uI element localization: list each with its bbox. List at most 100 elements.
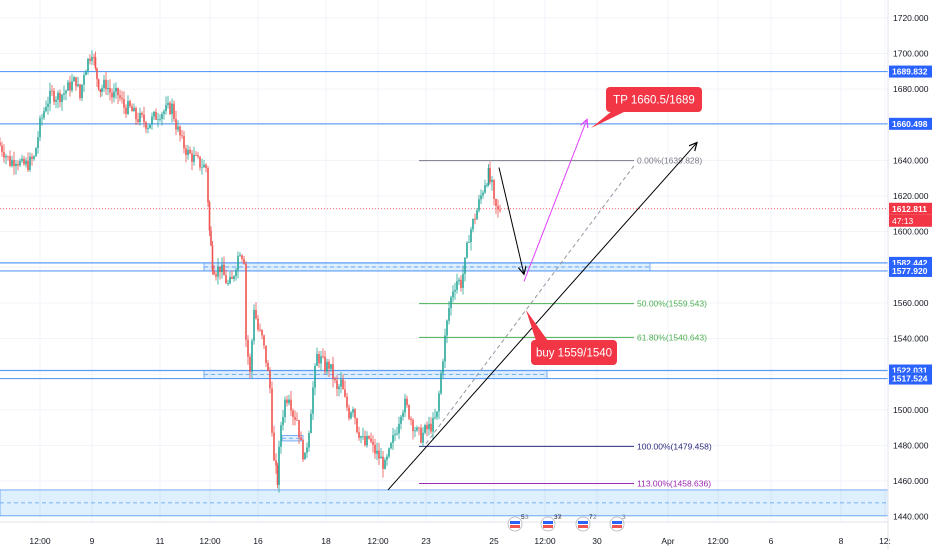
candle-body [420,427,422,443]
candle-body [85,71,87,76]
callout-take-profit[interactable]: TP 1660.5/1689 [591,87,702,128]
candle-body [173,103,175,119]
candle-body [99,89,102,92]
candle-body [400,416,402,424]
candle-body [35,147,37,157]
time-tick-label: 25 [489,536,499,546]
candle-body [96,68,98,80]
candle-body [354,409,356,419]
candle-body [497,205,499,210]
candle-body [406,398,408,406]
candle-body [103,79,105,89]
candle-body [153,111,155,117]
callout-box [531,340,617,365]
event-flag-stripe [578,525,588,528]
candle-body [233,276,235,279]
candle-body [338,386,340,390]
candle-body [298,420,300,438]
candle-body [259,329,261,331]
candle-body [71,81,73,91]
price-axis[interactable]: 1440.0001460.0001480.0001500.0001520.000… [887,0,932,550]
time-tick-label: 30 [592,536,602,546]
candle-body [49,90,51,104]
candle-body [105,79,107,90]
candle-body [9,156,11,166]
candle-body [358,432,360,438]
candle-body [53,90,55,102]
trendline[interactable] [387,143,697,491]
economic-events[interactable]: 5 3 373 7 2 3 [507,514,626,532]
candle-body [109,87,111,93]
candle-body [199,156,201,168]
price-tick-label: 1460.000 [893,476,929,486]
event-badge: 5 [521,514,525,521]
candle-body [380,456,382,459]
grid-lines [0,0,888,522]
candle-body [59,92,61,103]
event-flag-stripe [612,521,622,524]
price-tick-label: 1680.000 [893,84,929,94]
candle-body [396,433,398,435]
price-tick-label: 1540.000 [893,333,929,343]
candle-body [61,94,63,103]
candle-body [384,459,386,469]
price-tick-label: 1480.000 [893,440,929,450]
candle-body [472,219,474,230]
candle-body [143,114,145,123]
trendlines[interactable] [387,119,697,491]
candle-body [55,99,57,102]
time-tick-label: 23 [421,536,431,546]
candle-body [177,126,179,130]
candle-body [217,266,219,277]
trendline[interactable] [425,165,635,444]
candle-body [117,88,119,96]
candle-body [328,361,330,369]
candle-body [416,427,418,431]
price-label-tag[interactable] [889,264,932,277]
candle-body [97,79,100,90]
candle-body [292,410,294,417]
trendline[interactable] [498,167,524,274]
candle-body [45,107,47,112]
candle-body [81,84,83,99]
candle-body [129,101,131,107]
candle-body [458,279,460,282]
candle-body [75,77,77,87]
time-tick-label: 9 [90,536,95,546]
annotations[interactable]: TP 1660.5/1689 buy 1559/1540 [526,87,702,365]
time-axis[interactable]: 12:00 9 11 12:00 16 18 12:00 23 25 12:00 30 Apr 12:0… [0,521,891,546]
candle-body [215,274,217,277]
candle-body [123,99,125,108]
callout-buy-entry[interactable]: buy 1559/1540 [526,310,617,365]
candle-body [344,389,346,397]
candle-body [322,356,324,357]
candle-body [197,155,199,157]
candle-body [171,103,173,114]
candle-body [430,423,432,432]
candle-body [137,119,139,122]
candle-body [436,411,438,418]
candle-body [392,435,394,443]
trendline[interactable] [523,119,587,282]
price-label-tag[interactable] [889,65,932,78]
candle-body [37,137,39,148]
event-flag-icon[interactable]: 373 [540,514,562,532]
price-label-tag[interactable] [889,117,932,130]
event-flag-icon[interactable]: 3 [609,514,626,532]
candle-body [231,276,233,279]
fib-level-label: 50.00%(1559.543) [637,299,707,309]
price-label-tag[interactable] [889,372,932,385]
countdown-text: 47:13 [892,216,914,226]
candle-body [442,361,444,374]
price-label-tag[interactable] [889,202,932,215]
time-tick-label: 12:00 [367,536,389,546]
candle-body [175,118,177,130]
candle-body [83,75,85,85]
candle-body [446,320,448,336]
candle-body [314,365,316,388]
fibonacci-retracement[interactable]: 0.00%(1639.828) 50.00%(1559.543) 61.80%(15… [419,156,712,489]
